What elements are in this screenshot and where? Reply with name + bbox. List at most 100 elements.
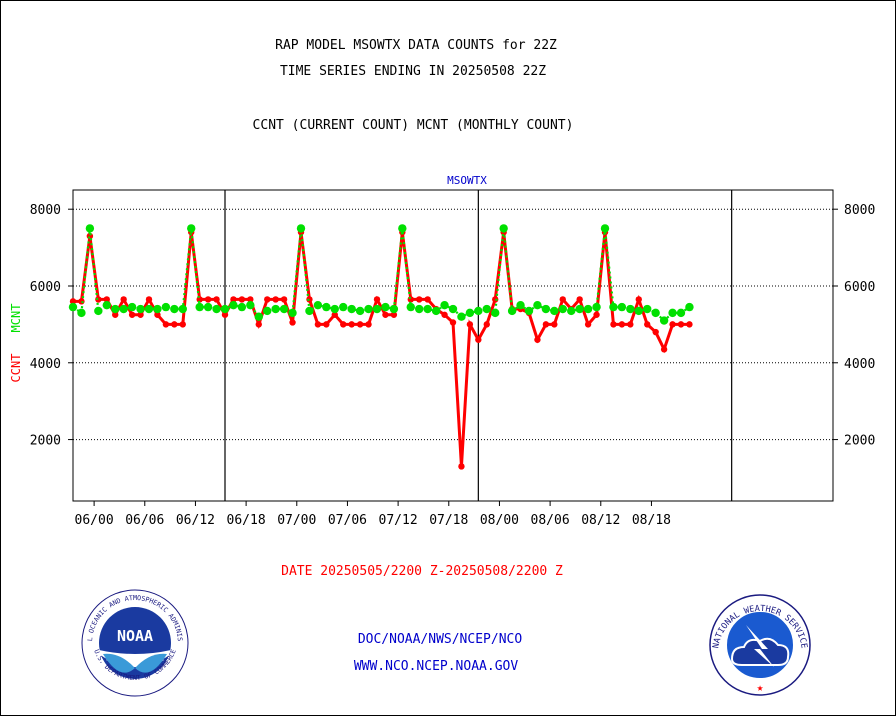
data-point-mcnt xyxy=(203,302,213,312)
data-point-ccnt xyxy=(365,321,372,328)
data-point-mcnt xyxy=(592,302,601,312)
data-point-ccnt xyxy=(323,321,330,328)
data-point-ccnt xyxy=(635,296,642,303)
data-point-mcnt xyxy=(187,224,196,233)
data-point-mcnt xyxy=(77,308,86,318)
y-tick-label-left: 8000 xyxy=(30,203,61,218)
data-point-ccnt xyxy=(272,296,279,303)
data-point-ccnt xyxy=(584,321,592,328)
data-point-ccnt xyxy=(542,321,550,328)
noaa-logo-text: NOAA xyxy=(117,627,153,645)
data-point-mcnt xyxy=(229,300,238,310)
x-tick-label: 08/12 xyxy=(581,513,620,528)
data-point-ccnt xyxy=(120,296,127,303)
data-point-mcnt xyxy=(263,306,272,316)
data-point-mcnt xyxy=(220,304,230,314)
data-point-mcnt xyxy=(440,300,449,310)
data-point-mcnt xyxy=(448,304,458,314)
data-point-mcnt xyxy=(212,304,221,314)
data-point-mcnt xyxy=(279,304,289,314)
data-point-ccnt xyxy=(289,319,296,326)
data-point-mcnt xyxy=(567,306,576,316)
x-tick-label: 08/18 xyxy=(632,513,671,528)
data-point-ccnt xyxy=(255,321,262,328)
data-point-mcnt xyxy=(288,308,297,318)
data-point-mcnt xyxy=(254,312,263,321)
data-point-mcnt xyxy=(347,304,356,314)
y-tick-label-left: 4000 xyxy=(30,357,61,372)
data-point-ccnt xyxy=(551,321,558,328)
data-point-mcnt xyxy=(491,308,500,318)
x-tick-label: 06/18 xyxy=(227,513,266,528)
data-point-ccnt xyxy=(559,296,566,303)
data-point-mcnt xyxy=(651,308,660,318)
data-point-ccnt xyxy=(69,298,77,305)
y-tick-label-right: 2000 xyxy=(844,434,875,449)
data-point-mcnt xyxy=(626,304,635,314)
data-point-mcnt xyxy=(643,304,652,314)
data-point-mcnt xyxy=(659,316,669,325)
data-point-mcnt xyxy=(600,224,610,233)
chart-title-line-1: RAP MODEL MSOWTX DATA COUNTS for 22Z xyxy=(275,38,557,53)
x-tick-label: 07/00 xyxy=(277,513,316,528)
data-point-mcnt xyxy=(482,304,491,314)
data-point-ccnt xyxy=(390,311,398,318)
data-point-ccnt xyxy=(576,296,583,303)
data-point-mcnt xyxy=(339,302,348,312)
series-line-ccnt xyxy=(73,232,690,467)
data-point-mcnt xyxy=(119,304,128,314)
website-link[interactable]: WWW.NCO.NCEP.NOAA.GOV xyxy=(353,659,519,674)
data-point-ccnt xyxy=(95,296,102,303)
data-point-mcnt xyxy=(558,304,567,314)
data-point-ccnt xyxy=(356,321,364,328)
data-point-mcnt xyxy=(406,302,415,312)
data-point-mcnt xyxy=(583,304,593,314)
date-range-label: DATE 20250505/2200 Z-20250508/2200 Z xyxy=(281,564,563,579)
y-tick-label-right: 6000 xyxy=(844,280,875,295)
data-point-mcnt xyxy=(398,224,407,233)
data-point-ccnt xyxy=(534,336,541,343)
data-point-ccnt xyxy=(677,321,685,328)
data-point-mcnt xyxy=(372,304,382,314)
y-axis-label-ccnt: CCNT xyxy=(9,354,23,383)
data-point-mcnt xyxy=(533,300,542,310)
data-point-mcnt xyxy=(94,306,103,316)
data-point-ccnt xyxy=(627,321,634,328)
data-point-ccnt xyxy=(475,336,482,343)
y-tick-label-left: 6000 xyxy=(30,280,61,295)
y-tick-label-left: 2000 xyxy=(30,434,61,449)
data-point-ccnt xyxy=(660,346,668,353)
data-point-mcnt xyxy=(178,304,187,314)
data-point-mcnt xyxy=(524,306,534,316)
panel-title: MSOWTX xyxy=(447,174,487,187)
data-point-ccnt xyxy=(331,311,338,318)
org-line: DOC/NOAA/NWS/NCEP/NCO xyxy=(357,632,523,647)
x-tick-label: 06/12 xyxy=(176,513,215,528)
x-tick-label: 08/06 xyxy=(531,513,570,528)
data-point-ccnt xyxy=(112,311,119,318)
data-point-ccnt xyxy=(103,296,110,303)
data-point-ccnt xyxy=(171,321,178,328)
svg-text:★: ★ xyxy=(757,681,764,694)
data-point-mcnt xyxy=(465,308,475,318)
data-point-mcnt xyxy=(127,302,137,312)
data-point-ccnt xyxy=(458,463,465,470)
data-point-ccnt xyxy=(314,321,322,328)
data-point-mcnt xyxy=(507,306,517,316)
data-point-mcnt xyxy=(364,304,373,314)
data-point-mcnt xyxy=(634,306,643,316)
data-point-mcnt xyxy=(575,304,584,314)
data-point-mcnt xyxy=(423,304,432,314)
data-point-ccnt xyxy=(179,321,186,328)
nws-logo: ★ NATIONAL WEATHER SERVICE xyxy=(709,594,811,696)
data-point-mcnt xyxy=(305,306,314,316)
data-point-ccnt xyxy=(686,321,693,328)
data-point-mcnt xyxy=(271,304,280,314)
data-point-mcnt xyxy=(170,304,179,314)
x-tick-label: 08/00 xyxy=(480,513,519,528)
data-point-mcnt xyxy=(541,304,551,314)
data-point-ccnt xyxy=(449,319,457,326)
data-point-ccnt xyxy=(382,311,389,318)
data-point-mcnt xyxy=(111,304,120,314)
